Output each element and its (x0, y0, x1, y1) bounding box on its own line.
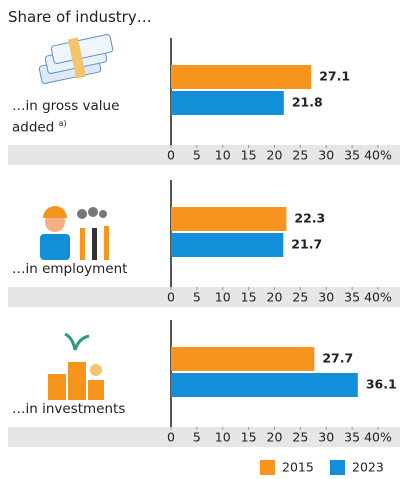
money-icon (38, 34, 114, 84)
x-tick-label: 30 (318, 290, 334, 305)
category-text: …in gross value added (12, 97, 120, 136)
value-label: 27.7 (322, 351, 353, 366)
x-tick-label: 25 (292, 148, 308, 163)
x-tick-label: 0 (167, 148, 175, 163)
x-tick-label: 40% (364, 430, 392, 445)
page-title: Share of industry… (8, 8, 152, 26)
category-text: …in investments (12, 401, 126, 417)
x-tick-label: 15 (241, 430, 257, 445)
legend-swatch (330, 460, 345, 475)
x-tick-label: 35 (344, 148, 360, 163)
worker-icon (40, 206, 109, 260)
bar (171, 65, 312, 89)
legend-swatch (260, 460, 275, 475)
x-tick-label: 10 (215, 430, 231, 445)
value-label: 36.1 (366, 377, 397, 392)
x-tick-label: 20 (267, 290, 283, 305)
x-tick-label: 15 (241, 290, 257, 305)
bar (171, 347, 315, 371)
x-tick-label: 20 (267, 148, 283, 163)
x-tick-label: 0 (167, 290, 175, 305)
coins-icon (48, 332, 104, 400)
x-tick-label: 5 (193, 148, 201, 163)
axis-band (8, 287, 400, 307)
x-tick-label: 35 (344, 290, 360, 305)
x-tick-label: 25 (292, 430, 308, 445)
value-label: 21.7 (291, 237, 322, 252)
x-tick-label: 10 (215, 290, 231, 305)
x-tick-label: 30 (318, 148, 334, 163)
x-tick-label: 5 (193, 430, 201, 445)
x-tick-label: 20 (267, 430, 283, 445)
value-label: 27.1 (319, 69, 350, 84)
category-text: …in employment (12, 261, 128, 277)
axis-band (8, 145, 400, 165)
x-tick-label: 0 (167, 430, 175, 445)
bar (171, 233, 284, 257)
x-tick-label: 25 (292, 290, 308, 305)
bar (171, 207, 287, 231)
legend-label: 2023 (352, 460, 384, 475)
axis-band (8, 427, 400, 447)
x-tick-label: 15 (241, 148, 257, 163)
x-tick-label: 5 (193, 290, 201, 305)
bar (171, 373, 358, 397)
value-label: 22.3 (294, 211, 325, 226)
x-tick-label: 35 (344, 430, 360, 445)
bar (171, 91, 284, 115)
category-label: …in gross value added a) (12, 98, 134, 137)
value-label: 21.8 (292, 95, 323, 110)
footnote-mark: a) (58, 118, 67, 128)
x-tick-label: 40% (364, 290, 392, 305)
category-label: …in investments (12, 401, 134, 418)
x-tick-label: 30 (318, 430, 334, 445)
x-tick-label: 10 (215, 148, 231, 163)
legend-label: 2015 (282, 460, 314, 475)
category-label: …in employment (12, 261, 134, 278)
x-tick-label: 40% (364, 148, 392, 163)
